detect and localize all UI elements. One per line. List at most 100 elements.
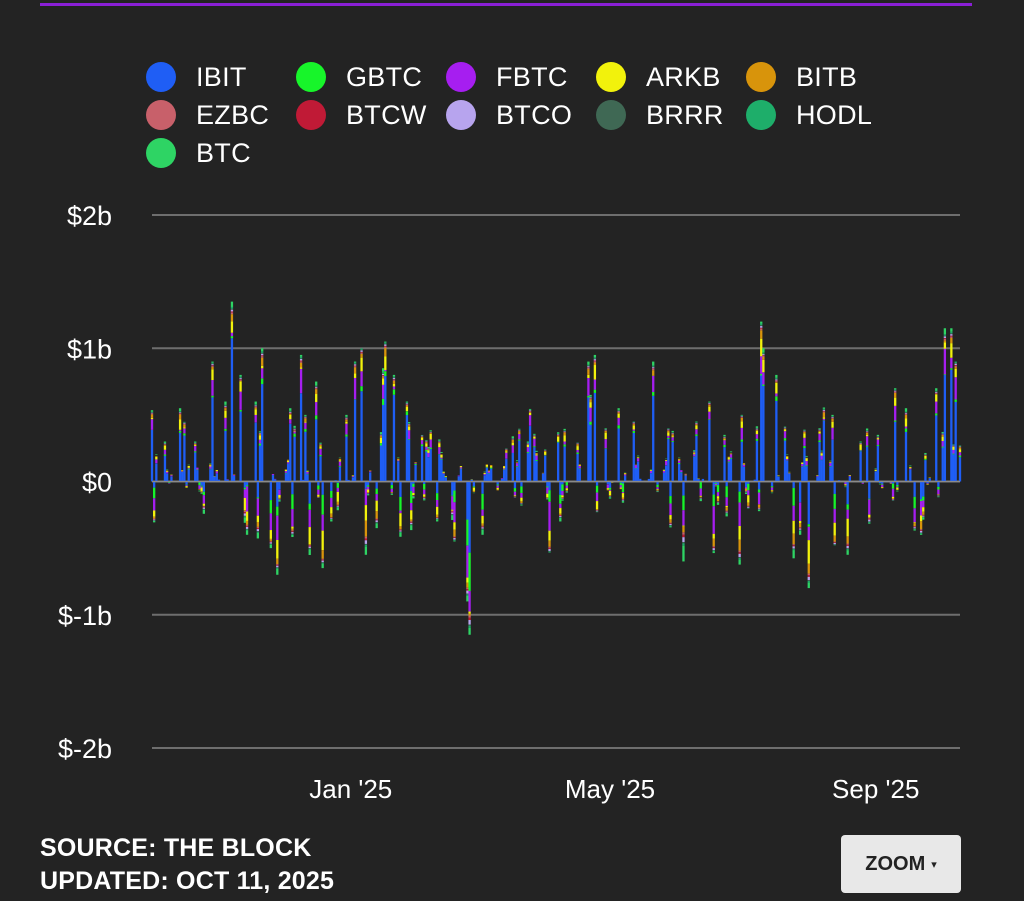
bar-segment-arkb [619,487,622,489]
bar-segment-ibit [364,481,368,489]
bar-segment-ibit [213,476,216,482]
bar-segment-fbtc [289,419,292,424]
bar-segment-arkb [405,406,409,412]
bar-segment-gbtc [261,378,264,385]
bar-segment-fbtc [844,482,847,485]
bar-segment-ibit [511,452,514,482]
bar-segment-ibit [202,481,206,492]
bar-segment-arkb [632,425,635,430]
legend-item-btcw[interactable]: BTCW [296,98,427,132]
bar-segment-bitb [762,356,765,360]
bar-segment-btc [913,529,916,531]
bar-segment-btc [410,525,413,531]
bar-segment-hodl [528,409,532,411]
bar-segment-fbtc [209,466,212,469]
bar-segment-brrr [256,531,260,532]
bar-segment-ibit [302,479,305,482]
bar-segment-ibit [829,466,832,482]
legend-item-gbtc[interactable]: GBTC [296,60,422,94]
bar-segment-fbtc [822,418,826,421]
bar-segment-ibit [541,473,545,482]
bar-segment-bitb [440,454,443,455]
bar-segment-btco [436,518,439,519]
bar-segment-ibit [801,466,804,482]
legend-item-hodl[interactable]: HODL [746,98,872,132]
bar-segment-fbtc [306,472,309,474]
bar-segment-ibit [338,466,342,482]
bar-segment-bitb [557,435,560,437]
bar-segment-hodl [762,352,765,354]
bar-segment-fbtc [770,487,774,491]
bar-segment-gbtc [941,446,944,448]
bar-segment-btc [375,523,378,529]
legend-item-btco[interactable]: BTCO [446,98,572,132]
legend-label: IBIT [196,61,247,92]
bar-segment-gbtc [757,489,761,493]
bar-segment-arkb [805,458,808,462]
bar-segment-fbtc [414,462,417,464]
bar-segment-arkb [723,439,726,441]
legend-item-bitb[interactable]: BITB [746,60,857,94]
bar-segment-ibit [535,461,538,482]
bar-segment-btc [682,545,685,562]
bar-segment-fbtc [755,434,759,439]
legend-item-btc[interactable]: BTC [146,136,251,170]
bar-segment-gbtc [269,500,272,514]
bar-segment-gbtc [727,461,730,463]
bar-segment-hodl [593,357,597,359]
bar-segment-gbtc [699,481,702,489]
bar-segment-fbtc [271,473,275,475]
zoom-button[interactable]: ZOOM ▾ [841,835,961,893]
bar-segment-btcw [943,337,947,339]
bar-segment-gbtc [755,438,759,441]
bar-segment-arkb [665,459,668,461]
bar-segment-btcw [760,327,763,329]
bar-segment-btcw [548,547,551,549]
bar-segment-arkb [353,373,357,378]
bar-segment-ibit [922,481,925,497]
bar-segment-ibit [667,439,670,482]
bar-segment-gbtc [306,473,309,475]
bar-segment-ibit [941,447,944,482]
bar-segment-ibit [215,473,218,482]
bar-segment-gbtc [198,482,201,486]
bar-segment-bitb [278,497,281,499]
bar-segment-btc [315,381,318,386]
bar-segment-ibit [896,481,899,485]
bar-segment-arkb [438,443,441,448]
bar-segment-ibit [392,394,396,482]
bar-segment-hodl [913,528,916,530]
legend-item-ibit[interactable]: IBIT [146,60,247,94]
legend-item-brrr[interactable]: BRRR [596,98,724,132]
bar-segment-ibit [490,468,493,482]
bar-segment-bitb [153,516,156,519]
bar-segment-arkb [533,436,536,439]
bar-segment-arkb [844,484,847,486]
bar-segment-brrr [738,557,741,558]
bar-segment-gbtc [729,457,733,459]
bar-segment-ibit [786,460,789,482]
bar-segment-btco [399,530,402,532]
legend-item-ezbc[interactable]: EZBC [146,98,269,132]
bar-segment-fbtc [284,471,288,473]
bar-segment-btc [289,408,292,411]
bar-segment-btco [807,576,810,581]
bar-segment-arkb [859,444,862,450]
legend-swatch-icon [146,138,176,168]
bar-segment-btco [747,506,750,508]
bar-segment-ezbc [276,564,279,565]
bar-segment-btc [909,465,912,467]
bar-segment-btco [254,405,257,407]
bar-segment-gbtc [284,472,288,474]
legend-item-arkb[interactable]: ARKB [596,60,721,94]
bar-segment-hodl [183,421,186,423]
bar-segment-btco [716,501,720,503]
bar-segment-bitb [716,498,720,502]
bar-segment-ibit [153,481,156,488]
bar-segment-arkb [308,527,311,545]
bar-segment-btc [256,532,260,539]
bar-segment-btcw [652,368,655,369]
legend-item-fbtc[interactable]: FBTC [446,60,568,94]
bar-segment-gbtc [924,459,927,461]
bar-segment-btco [621,499,625,501]
